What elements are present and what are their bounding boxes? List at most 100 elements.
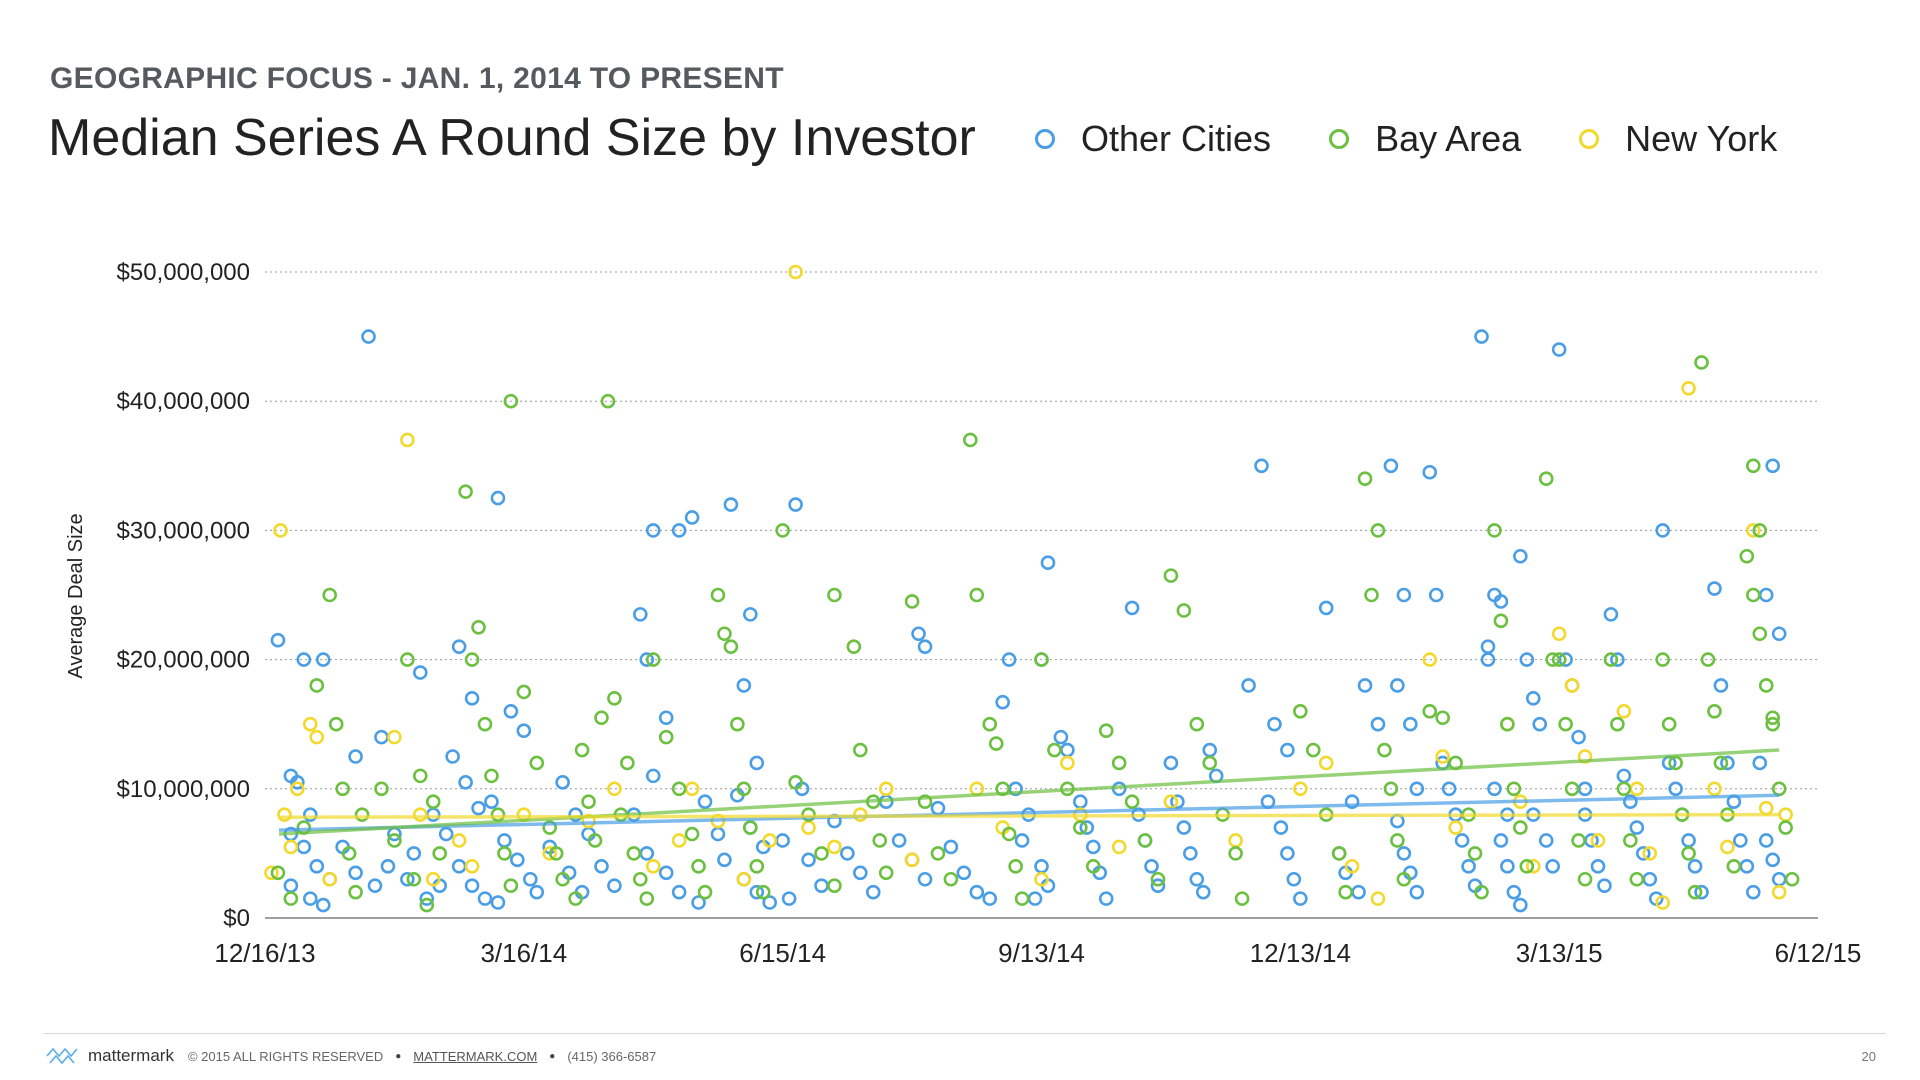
data-point-new-york [904, 852, 920, 868]
data-point-other-cities [374, 729, 389, 745]
data-point-bay-area [717, 626, 732, 642]
data-point-bay-area [322, 587, 338, 603]
data-point-bay-area [309, 678, 325, 693]
data-point-other-cities [891, 833, 907, 848]
data-point-other-cities [400, 871, 415, 887]
data-point-other-cities [302, 891, 318, 906]
data-point-bay-area [749, 859, 765, 874]
website-link[interactable]: MATTERMARK.COM [413, 1048, 538, 1064]
data-point-new-york [1344, 859, 1360, 874]
data-point-other-cities [464, 691, 480, 706]
data-point-other-cities [1163, 755, 1179, 771]
data-point-other-cities [555, 775, 570, 790]
data-point-bay-area [1422, 703, 1438, 719]
data-point-new-york [290, 781, 305, 797]
data-point-other-cities [1409, 781, 1425, 797]
data-point-other-cities [840, 846, 855, 861]
data-point-other-cities [1687, 859, 1703, 874]
data-point-other-cities [290, 775, 305, 790]
data-point-bay-area [775, 523, 790, 538]
data-point-other-cities [671, 884, 687, 900]
data-point-bay-area [1163, 568, 1179, 583]
data-point-other-cities [497, 833, 512, 848]
data-point-new-york [1060, 755, 1075, 771]
data-point-other-cities [1293, 891, 1308, 906]
data-point-other-cities [451, 859, 467, 874]
data-point-other-cities [1383, 458, 1399, 474]
trend-line-bay-area [278, 748, 1780, 836]
legend-marker-new-york [1579, 129, 1600, 149]
data-point-bay-area [1629, 871, 1645, 887]
data-point-other-cities [1480, 652, 1496, 667]
data-point-other-cities [1771, 871, 1787, 887]
data-point-other-cities [911, 626, 926, 642]
legend-label-other-cities: Other Cities [1081, 118, 1272, 159]
data-point-bay-area [270, 865, 286, 881]
y-axis-ticks: $0 $10,000,000 $20,000,000 $30,000,000 $40,0… [117, 259, 250, 932]
data-point-new-york [302, 716, 318, 732]
data-point-other-cities [917, 871, 933, 887]
data-point-new-york [1318, 755, 1334, 771]
data-point-bay-area [1778, 820, 1793, 835]
data-point-other-cities [684, 510, 700, 525]
data-point-new-york [1111, 839, 1127, 855]
data-point-other-cities [645, 523, 661, 538]
data-point-new-york [788, 264, 803, 280]
data-point-other-cities [607, 878, 622, 894]
data-point-bay-area [1538, 471, 1554, 487]
page-kicker: GEOGRAPHIC FOCUS - JAN. 1, 2014 TO PRESE… [50, 62, 784, 95]
data-point-bay-area [963, 432, 978, 448]
data-point-other-cities [1513, 897, 1528, 913]
data-point-other-cities [315, 897, 331, 913]
legend-label-new-york: New York [1625, 118, 1778, 159]
data-point-other-cities [419, 891, 435, 906]
data-point-bay-area [1610, 716, 1625, 732]
y-axis-label: Average Deal Size [65, 513, 87, 678]
trend-lines [278, 748, 1780, 836]
data-point-bay-area [1571, 833, 1586, 848]
data-point-other-cities [762, 895, 778, 910]
data-point-new-york [671, 833, 687, 848]
data-point-bay-area [1577, 871, 1593, 887]
data-point-other-cities [1752, 755, 1768, 771]
data-point-bay-area [1661, 716, 1677, 732]
data-point-new-york [322, 871, 338, 887]
y-tick-label: $10,000,000 [117, 776, 250, 803]
data-point-bay-area [542, 820, 558, 835]
data-point-other-cities [1758, 587, 1774, 603]
data-point-new-york [645, 859, 661, 874]
data-point-bay-area [1338, 884, 1353, 900]
data-point-bay-area [1519, 859, 1535, 874]
data-point-other-cities [1098, 891, 1114, 906]
data-point-other-cities [1014, 833, 1030, 848]
data-point-bay-area [400, 652, 415, 667]
x-tick-label: 6/12/15 [1775, 938, 1862, 968]
data-point-bay-area [1487, 523, 1502, 538]
data-point-other-cities [1603, 607, 1619, 622]
data-point-bay-area [1467, 846, 1483, 861]
data-point-other-cities [1286, 871, 1302, 887]
chart-title: Median Series A Round Size by Investor [48, 109, 976, 167]
data-point-bay-area [1202, 755, 1218, 771]
data-point-other-cities [1668, 781, 1683, 797]
data-point-bay-area [904, 594, 920, 609]
data-point-other-cities [639, 652, 655, 667]
data-point-bay-area [633, 871, 648, 887]
data-point-new-york [277, 807, 292, 822]
data-point-other-cities [445, 749, 460, 764]
data-point-other-cities [1623, 794, 1638, 810]
data-point-bay-area [620, 755, 635, 771]
data-point-bay-area [503, 393, 519, 409]
chart-legend: Other Cities Bay Area New York [1035, 118, 1835, 160]
data-point-bay-area [607, 691, 622, 706]
data-point-other-cities [1681, 833, 1696, 848]
data-point-other-cities [1428, 587, 1444, 603]
data-point-other-cities [1202, 742, 1218, 758]
data-point-bay-area [658, 729, 674, 745]
data-point-other-cities [930, 800, 946, 816]
data-point-other-cities [1474, 329, 1489, 344]
data-point-bay-area [1014, 891, 1030, 906]
data-point-other-cities [1390, 678, 1405, 693]
data-point-bay-area [1700, 652, 1716, 667]
data-point-bay-area [1681, 846, 1696, 861]
